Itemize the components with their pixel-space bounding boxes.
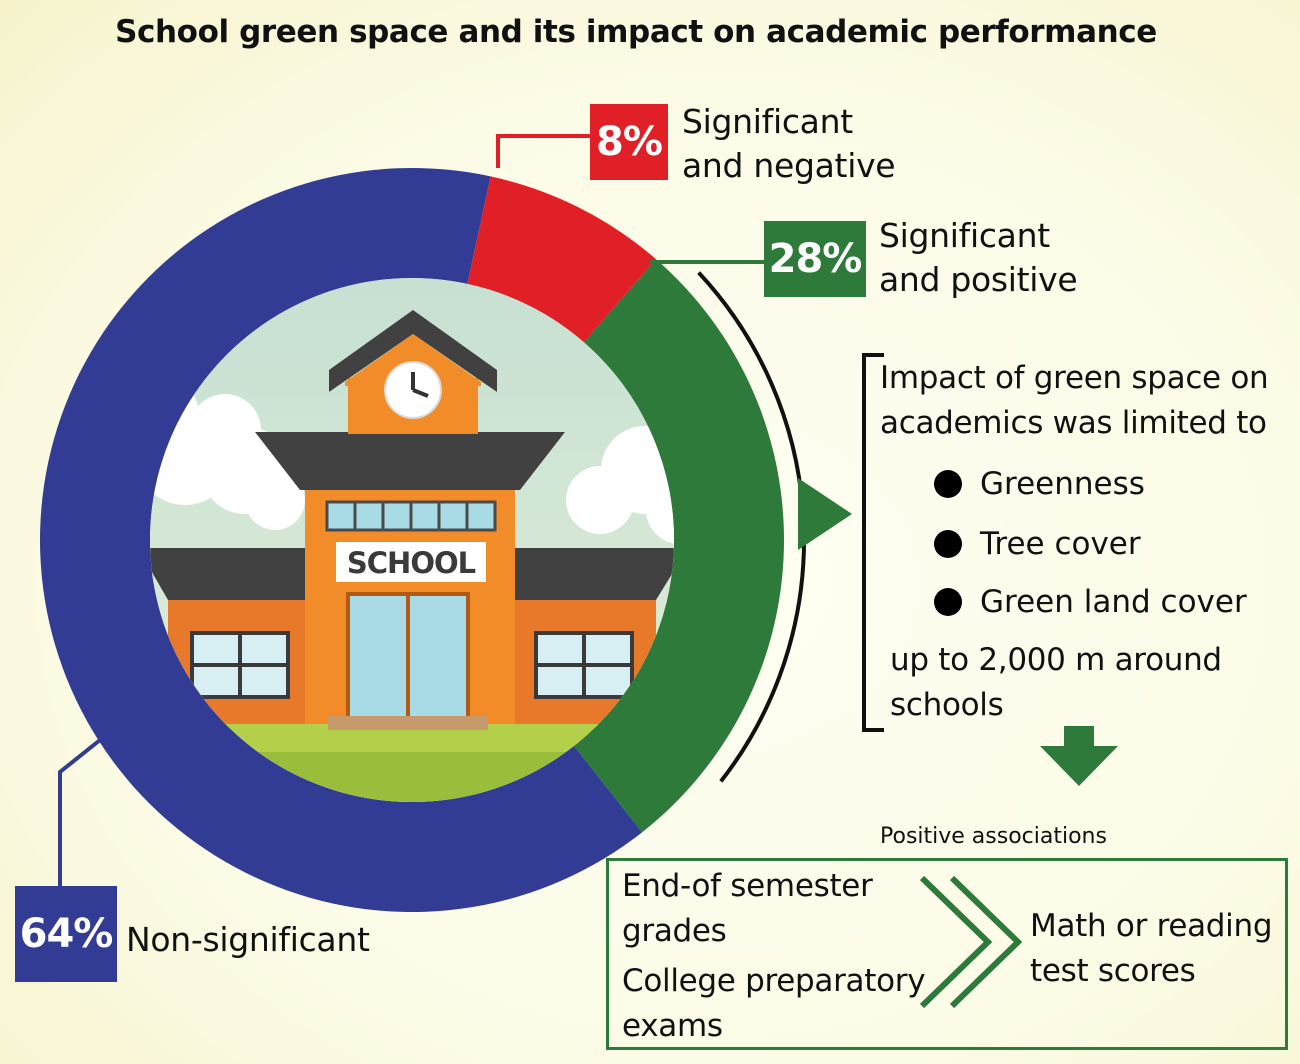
positive-label: Significant and positive (879, 214, 1078, 302)
pointer-triangle (798, 478, 852, 550)
slice-non-significant (39, 167, 643, 913)
positive-percent-badge: 28% (764, 221, 866, 297)
limits-intro-line: academics was limited to (880, 405, 1267, 441)
bullet-item: Tree cover (934, 526, 1141, 562)
association-item: End-of semester grades (622, 864, 873, 954)
bullet-icon (934, 470, 962, 498)
association-result-line: Math or reading (1030, 908, 1273, 944)
limits-intro: Impact of green space on academics was l… (880, 356, 1269, 446)
negative-leader-line (496, 134, 592, 168)
nonsig-label: Non-significant (126, 920, 370, 959)
limits-outro-line: schools (890, 687, 1004, 723)
association-line: End-of semester (622, 868, 873, 904)
double-chevron-icon (919, 875, 1023, 1009)
slice-positive (574, 259, 784, 833)
bullet-item: Greenness (934, 466, 1145, 502)
limits-intro-line: Impact of green space on (880, 360, 1269, 396)
bullet-icon (934, 588, 962, 616)
association-result-line: test scores (1030, 953, 1196, 989)
association-line: grades (622, 913, 727, 949)
bullet-icon (934, 530, 962, 558)
clock-icon (384, 361, 442, 419)
bullet-item: Green land cover (934, 584, 1247, 620)
association-line: College preparatory (622, 963, 926, 999)
bullet-label: Green land cover (980, 584, 1247, 620)
associations-box (606, 858, 1288, 1050)
limits-bracket (862, 353, 884, 732)
associations-title: Positive associations (880, 824, 1107, 849)
association-line: exams (622, 1008, 723, 1044)
positive-label-line: and positive (879, 260, 1078, 299)
negative-label: Significant and negative (682, 100, 896, 188)
down-arrow-icon (1040, 726, 1118, 786)
negative-label-line: Significant (682, 102, 853, 141)
association-result: Math or reading test scores (1030, 904, 1273, 994)
bullet-label: Tree cover (980, 526, 1141, 562)
positive-label-line: Significant (879, 216, 1050, 255)
nonsig-leader-line (58, 730, 112, 890)
school-sign: SCHOOL (347, 546, 476, 580)
slice-negative (467, 176, 657, 343)
association-item: College preparatory exams (622, 959, 926, 1049)
negative-label-line: and negative (682, 146, 896, 185)
page-title: School green space and its impact on aca… (115, 14, 1157, 50)
bullet-label: Greenness (980, 466, 1145, 502)
nonsig-percent-badge: 64% (15, 886, 117, 982)
limits-outro-line: up to 2,000 m around (890, 642, 1222, 678)
negative-percent-badge: 8% (590, 104, 668, 180)
limits-outro: up to 2,000 m around schools (890, 638, 1222, 728)
